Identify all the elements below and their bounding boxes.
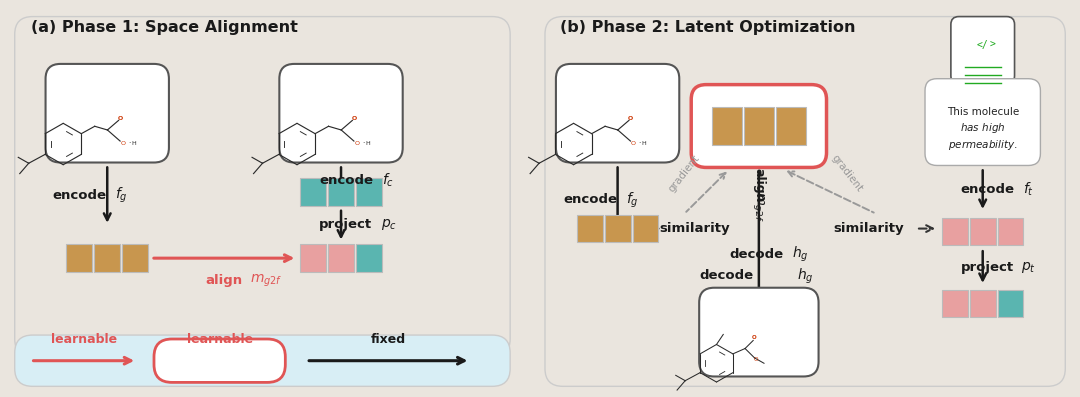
Text: $f_g$: $f_g$	[116, 185, 127, 205]
Text: H: H	[365, 141, 369, 146]
FancyBboxPatch shape	[154, 339, 285, 382]
FancyBboxPatch shape	[545, 17, 1065, 386]
Text: $f_t$: $f_t$	[1023, 180, 1034, 198]
Text: O: O	[121, 141, 125, 146]
Text: ·: ·	[362, 140, 364, 146]
Text: gradient: gradient	[666, 153, 702, 194]
Text: (b) Phase 2: Latent Optimization: (b) Phase 2: Latent Optimization	[559, 20, 855, 35]
Text: similarity: similarity	[659, 222, 729, 235]
Bar	[577, 215, 603, 243]
Bar	[970, 218, 996, 245]
Text: project: project	[961, 260, 1014, 274]
FancyBboxPatch shape	[924, 79, 1040, 166]
Bar	[744, 107, 773, 145]
Bar	[122, 244, 148, 272]
Text: >: >	[989, 40, 996, 50]
Text: learnable: learnable	[51, 333, 118, 345]
Text: $h_g$: $h_g$	[792, 245, 808, 264]
Bar	[356, 178, 382, 206]
Text: O: O	[631, 141, 636, 146]
Bar	[328, 244, 354, 272]
FancyBboxPatch shape	[15, 17, 510, 357]
FancyBboxPatch shape	[280, 64, 403, 162]
Text: O: O	[354, 141, 360, 146]
Bar	[67, 244, 92, 272]
Text: encode: encode	[961, 183, 1015, 196]
Text: H: H	[642, 141, 646, 146]
Text: O: O	[753, 335, 757, 340]
Text: O: O	[118, 116, 123, 121]
Bar	[300, 244, 326, 272]
Text: $m_{g2f}$: $m_{g2f}$	[251, 273, 283, 289]
Text: $\it{has\ high}$: $\it{has\ high}$	[960, 121, 1005, 135]
Text: learnable: learnable	[187, 333, 253, 345]
Text: $h_g$: $h_g$	[797, 266, 813, 285]
Text: O: O	[351, 116, 356, 121]
Bar	[970, 290, 996, 317]
Text: $f_c$: $f_c$	[382, 172, 394, 189]
Text: O: O	[627, 116, 633, 121]
FancyBboxPatch shape	[950, 17, 1014, 84]
Text: </: </	[976, 40, 988, 50]
Text: encode: encode	[563, 193, 617, 206]
Text: $m_{g2f}$: $m_{g2f}$	[752, 191, 767, 222]
Text: H: H	[131, 141, 136, 146]
Bar	[94, 244, 120, 272]
FancyBboxPatch shape	[15, 335, 510, 386]
Text: encode: encode	[53, 189, 107, 202]
Text: similarity: similarity	[833, 222, 904, 235]
Bar	[633, 215, 659, 243]
Text: $p_t$: $p_t$	[1021, 260, 1036, 275]
Bar	[356, 244, 382, 272]
Bar	[328, 178, 354, 206]
Bar	[712, 107, 742, 145]
Bar	[605, 215, 631, 243]
Text: decode: decode	[729, 248, 783, 261]
Text: align: align	[753, 168, 766, 202]
FancyBboxPatch shape	[691, 85, 826, 168]
Bar	[942, 290, 968, 317]
Text: This molecule: This molecule	[946, 107, 1018, 117]
FancyBboxPatch shape	[699, 288, 819, 376]
Text: ·: ·	[638, 140, 640, 146]
Text: ·: ·	[127, 140, 131, 146]
Text: gradient: gradient	[828, 153, 864, 194]
Text: fixed: fixed	[372, 333, 406, 345]
Text: project: project	[320, 218, 373, 231]
Bar	[942, 218, 968, 245]
Text: decode: decode	[700, 270, 754, 282]
Bar	[300, 178, 326, 206]
Text: align: align	[205, 274, 242, 287]
Text: O: O	[754, 357, 758, 362]
Text: $p_c$: $p_c$	[381, 217, 397, 232]
FancyBboxPatch shape	[45, 64, 168, 162]
Bar	[998, 290, 1024, 317]
Text: encode: encode	[320, 174, 374, 187]
FancyBboxPatch shape	[556, 64, 679, 162]
Text: $\it{permeability.}$: $\it{permeability.}$	[948, 138, 1017, 152]
Bar	[775, 107, 806, 145]
Text: $f_g$: $f_g$	[625, 190, 638, 210]
Bar	[998, 218, 1024, 245]
Text: (a) Phase 1: Space Alignment: (a) Phase 1: Space Alignment	[30, 20, 297, 35]
